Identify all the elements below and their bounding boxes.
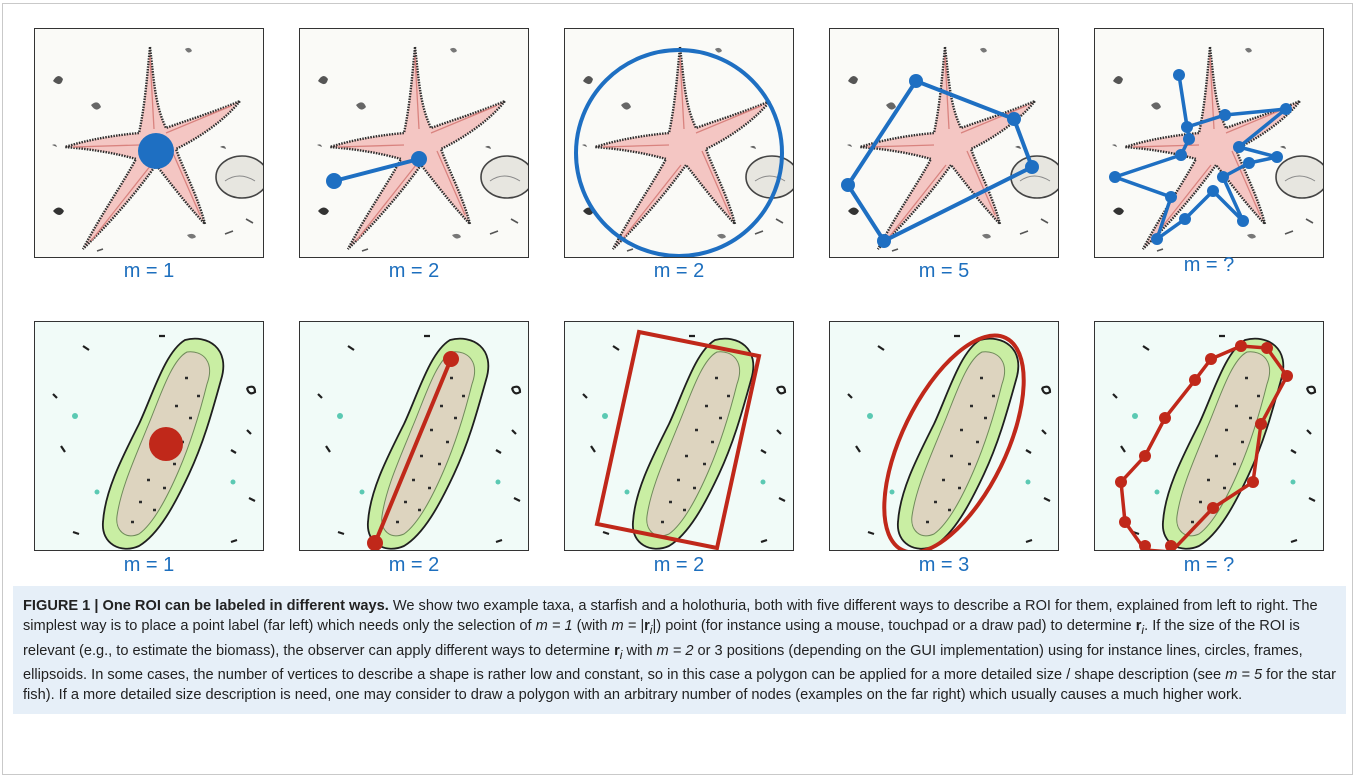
holothuria-panel-ellipse — [829, 321, 1059, 551]
frame-annotation — [594, 329, 762, 550]
point-annotation — [138, 133, 174, 169]
math-subscript: i — [619, 647, 623, 662]
math-term: | — [652, 618, 657, 635]
panel-label: m = ? — [1183, 554, 1235, 576]
line-annotation — [367, 351, 459, 550]
circle-annotation — [574, 48, 784, 257]
caption-text: for the star fish). If a more detailed s… — [23, 667, 1336, 704]
caption-text: or 3 positions (depending on the GUI imp… — [23, 642, 1303, 684]
panel-label: m = 3 — [918, 554, 970, 576]
figure-frame: m = 1 m = 2 m = 2 m = 5 — [2, 3, 1353, 775]
caption-title: FIGURE 1 | One ROI can be labeled in dif… — [23, 598, 389, 614]
holothuria-panel-detailed-polygon — [1094, 321, 1324, 551]
holothuria-panel-frame — [564, 321, 794, 551]
math-vector: r — [614, 642, 620, 659]
panel-label: m = 2 — [653, 554, 705, 576]
math-term: m = 5 — [1225, 667, 1263, 684]
starfish-panel-circle — [564, 28, 794, 258]
caption-text: . If the size of the ROI is relevant (e.… — [23, 618, 1300, 659]
starfish-panel-point — [34, 28, 264, 258]
caption-text: We show two example taxa, a starfish and… — [23, 598, 1318, 635]
caption-text: (with — [572, 618, 612, 635]
panel-label: m = 2 — [653, 260, 705, 282]
panel-label: m = 1 — [123, 554, 175, 576]
math-term: m = 2 — [656, 642, 694, 659]
holothuria-panel-line — [299, 321, 529, 551]
panel-label: m = ? — [1183, 254, 1235, 276]
math-vector: r — [644, 618, 650, 635]
math-term: m = 1 — [535, 618, 573, 635]
math-subscript: i — [649, 623, 653, 638]
ellipse-annotation — [882, 333, 1026, 550]
math-subscript: i — [1141, 623, 1145, 638]
panel-label: m = 5 — [918, 260, 970, 282]
figure-caption: FIGURE 1 | One ROI can be labeled in dif… — [13, 586, 1346, 714]
starfish-panel-polygon — [829, 28, 1059, 258]
line-annotation — [326, 151, 427, 189]
detailed-polygon-annotation — [1115, 340, 1293, 550]
caption-text: with — [622, 642, 657, 659]
math-vector: r — [1135, 618, 1142, 635]
math-term: m = | — [611, 618, 645, 635]
point-annotation — [149, 427, 183, 461]
panel-label: m = 2 — [388, 554, 440, 576]
starfish-panel-detailed-polygon — [1094, 28, 1324, 258]
detailed-polygon-annotation — [1109, 69, 1292, 245]
panel-label: m = 1 — [123, 260, 175, 282]
caption-text: ) point (for instance using a mouse, tou… — [656, 618, 1136, 635]
polygon-annotation — [841, 74, 1039, 248]
starfish-panel-line — [299, 28, 529, 258]
holothuria-panel-point — [34, 321, 264, 551]
panel-label: m = 2 — [388, 260, 440, 282]
